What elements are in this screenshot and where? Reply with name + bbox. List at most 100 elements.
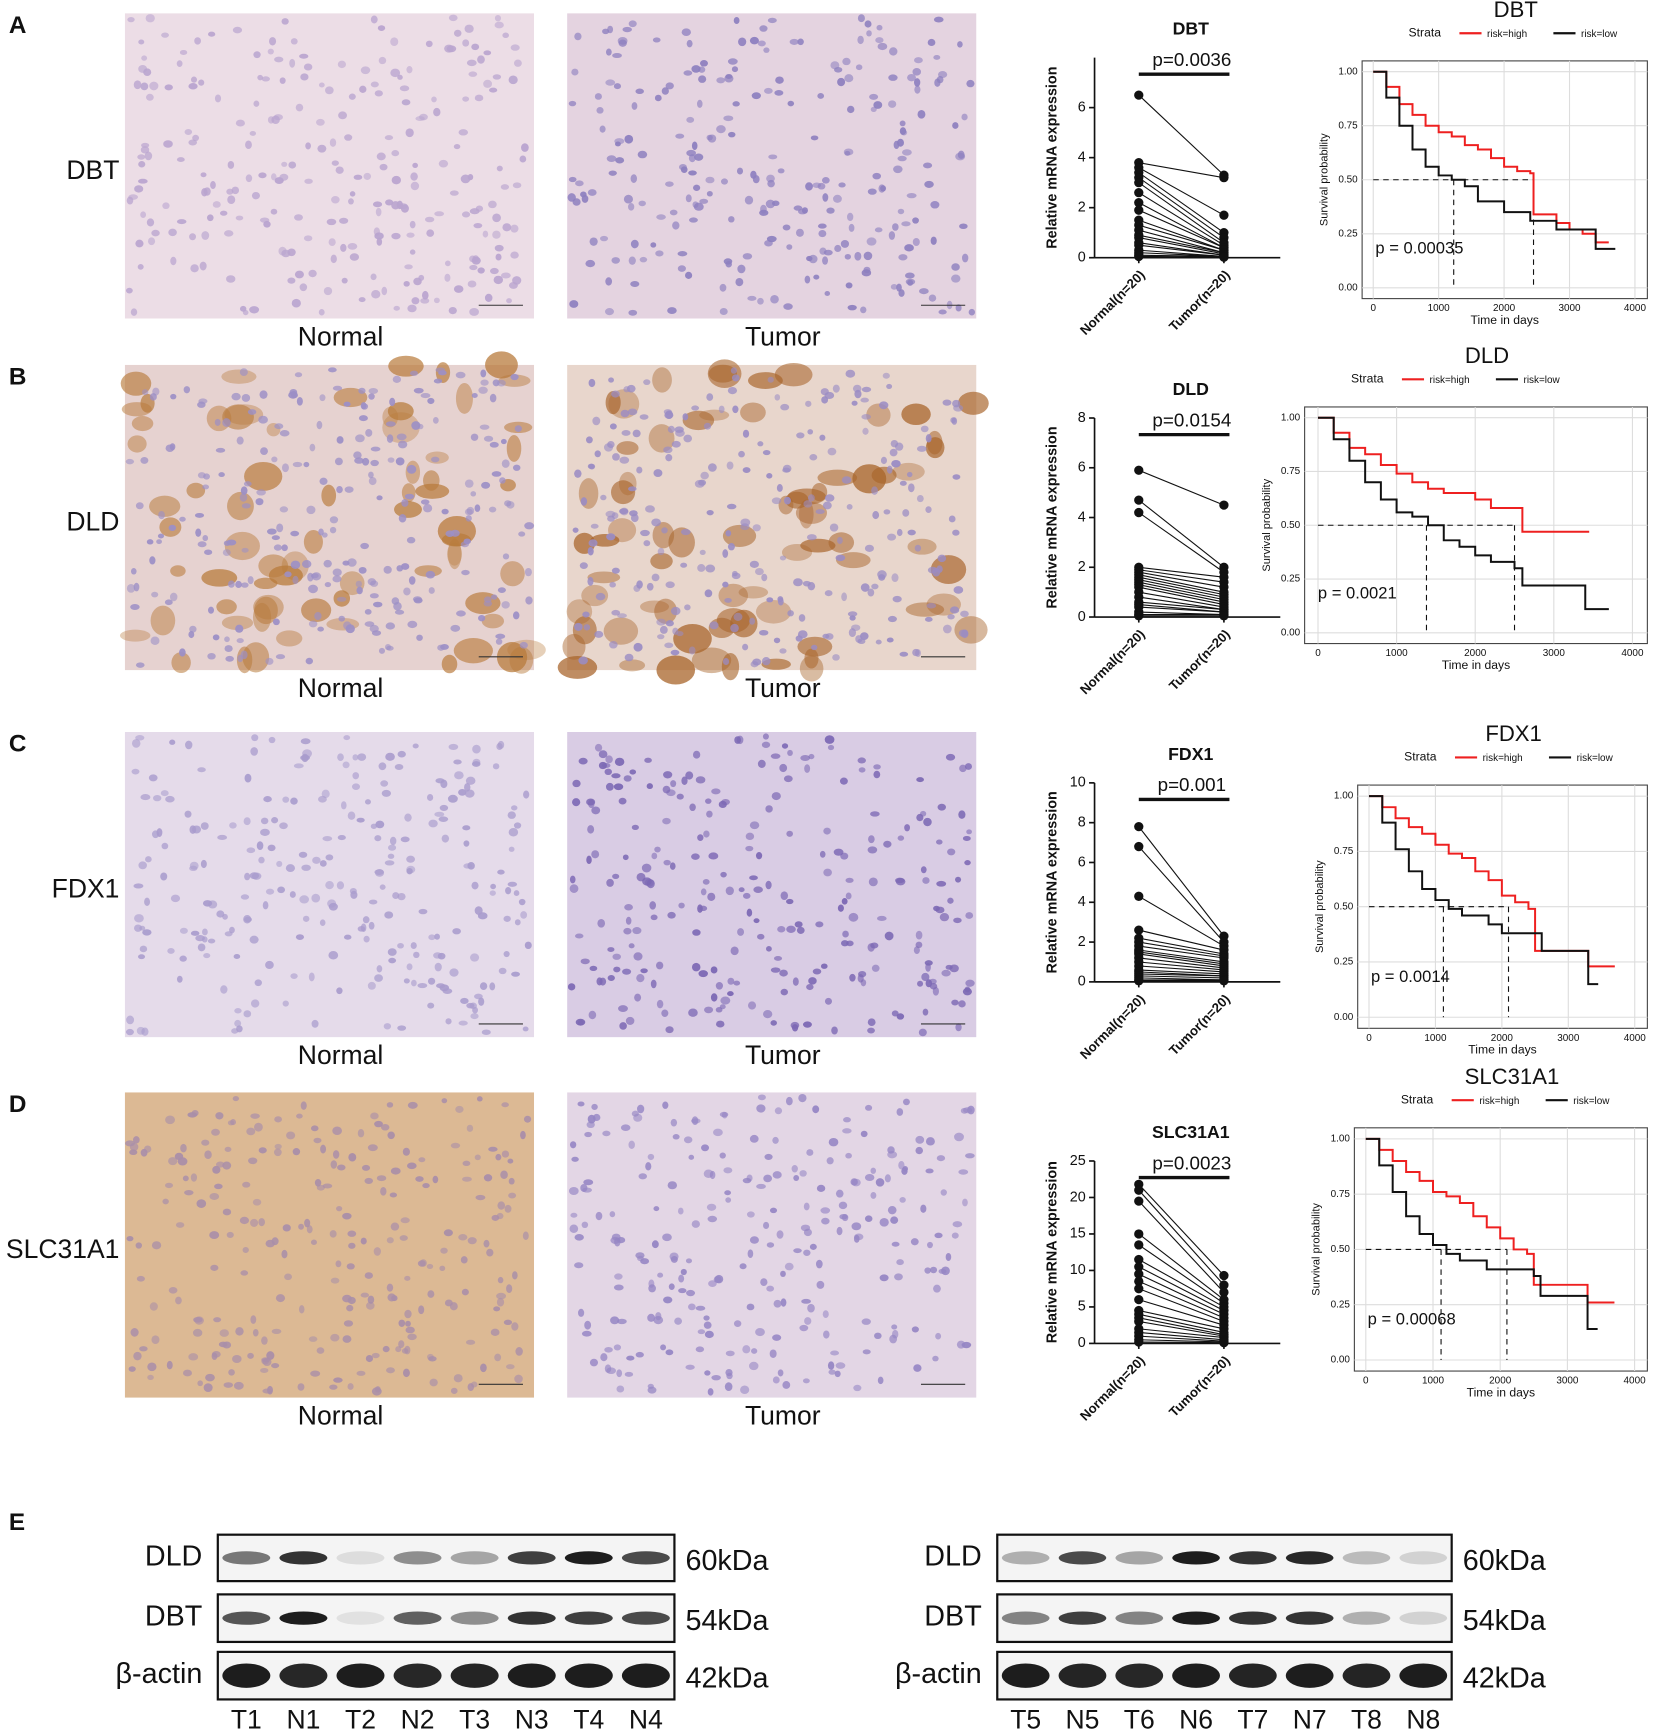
data-point <box>1219 1270 1229 1281</box>
nucleus <box>851 1222 862 1231</box>
nucleus <box>691 962 701 972</box>
nucleus <box>309 443 316 452</box>
nucleus <box>661 1009 669 1018</box>
nucleus <box>161 842 169 850</box>
data-point <box>1134 188 1144 198</box>
nucleus <box>738 887 745 893</box>
nucleus <box>911 1326 919 1333</box>
x-tick-label: Normal(n=20) <box>1077 626 1148 697</box>
legend-title: Strata <box>1351 372 1384 386</box>
nucleus <box>599 235 609 242</box>
nucleus <box>764 239 773 247</box>
nucleus <box>240 894 250 900</box>
nucleus <box>297 1383 305 1391</box>
stain <box>485 351 518 379</box>
nucleus <box>704 589 713 598</box>
x-tick-label: 1000 <box>1428 303 1451 314</box>
nucleus <box>722 657 730 665</box>
nucleus <box>797 38 804 46</box>
nucleus <box>643 540 651 547</box>
stain <box>721 653 740 681</box>
nucleus <box>637 1255 644 1262</box>
stain <box>648 424 675 453</box>
y-axis-label: Relative mRNA expression <box>1044 1161 1060 1343</box>
nucleus <box>230 1119 236 1126</box>
nucleus <box>887 615 897 623</box>
nucleus <box>277 886 286 894</box>
nucleus <box>763 1174 773 1183</box>
nucleus <box>397 942 404 949</box>
nucleus <box>657 547 665 556</box>
micrograph <box>567 732 977 1038</box>
nucleus <box>433 297 440 304</box>
stain <box>699 409 730 421</box>
nucleus <box>936 1155 946 1162</box>
legend-label: risk=high <box>1487 29 1527 40</box>
nucleus <box>147 237 156 246</box>
nucleus <box>706 1203 717 1211</box>
y-tick-label: 0.00 <box>1334 1012 1354 1023</box>
nucleus <box>849 615 856 621</box>
nucleus <box>887 1151 898 1159</box>
nucleus <box>342 761 350 769</box>
stain <box>603 617 639 645</box>
nucleus <box>301 864 311 871</box>
data-point <box>1219 1280 1229 1290</box>
nucleus <box>331 160 339 166</box>
nucleus <box>834 244 842 253</box>
nucleus <box>960 610 969 618</box>
nucleus <box>247 576 254 585</box>
nucleus <box>347 1230 357 1237</box>
nucleus <box>786 898 794 905</box>
nucleus <box>163 140 173 148</box>
nucleus <box>619 456 630 464</box>
nucleus <box>224 636 230 643</box>
nucleus <box>677 251 688 257</box>
nucleus <box>637 1104 645 1114</box>
nucleus <box>149 556 156 565</box>
nucleus <box>609 1211 616 1218</box>
nucleus <box>340 801 347 810</box>
nucleus <box>947 614 955 620</box>
stain <box>748 372 783 389</box>
data-point <box>1134 1316 1144 1327</box>
nucleus <box>367 1295 375 1304</box>
nucleus <box>695 1305 706 1311</box>
nucleus <box>612 453 620 461</box>
nucleus <box>336 596 347 602</box>
nucleus <box>841 940 849 947</box>
nucleus <box>636 580 643 589</box>
data-point <box>1134 925 1144 935</box>
nucleus <box>303 461 310 468</box>
nucleus <box>578 656 588 665</box>
nucleus <box>792 977 799 986</box>
nucleus <box>489 267 499 275</box>
nucleus <box>899 651 909 657</box>
nucleus <box>483 1239 490 1248</box>
nucleus <box>611 773 621 779</box>
nucleus <box>170 256 177 266</box>
nucleus <box>398 513 407 523</box>
nucleus <box>891 1324 898 1330</box>
nucleus <box>770 1020 777 1026</box>
nucleus <box>466 59 477 67</box>
nucleus <box>816 1280 825 1289</box>
nucleus <box>749 1134 759 1143</box>
nucleus <box>337 753 344 761</box>
nucleus <box>966 829 972 835</box>
nucleus <box>412 743 419 749</box>
nucleus <box>305 142 311 150</box>
nucleus <box>248 1157 258 1165</box>
data-point <box>1134 976 1144 986</box>
nucleus <box>344 486 354 493</box>
band <box>222 1663 271 1688</box>
nucleus <box>861 386 872 393</box>
nucleus <box>197 767 206 773</box>
nucleus <box>508 75 518 85</box>
nucleus <box>470 1381 478 1388</box>
band <box>1172 1551 1220 1565</box>
nucleus <box>428 934 436 941</box>
nucleus <box>162 202 170 210</box>
nucleus <box>623 386 631 393</box>
nucleus <box>880 456 887 465</box>
